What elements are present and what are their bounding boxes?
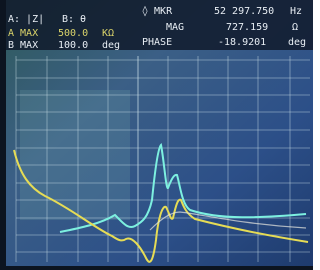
phase-label: PHASE [142,37,172,48]
screen-photo: A: |Z| B: θ A MAX 500.0 KΩ B MAX 100.0 d… [0,0,313,270]
marker-unit: Hz [290,6,302,17]
mag-unit: Ω [292,22,298,33]
phase-unit: deg [288,37,306,48]
marker-label: ◊ MKR [142,5,173,17]
b-max-unit: deg [102,40,120,51]
b-max-label: B MAX [8,40,38,51]
a-max-value: 500.0 [58,28,88,39]
b-max-value: 100.0 [58,40,88,51]
a-max-unit: KΩ [102,28,114,39]
a-max-label: A MAX [8,28,38,39]
trace-a-label: A: |Z| [8,14,44,25]
trace-b-label: B: θ [62,14,86,25]
mag-value: 727.159 [226,22,268,33]
mag-label: MAG [166,22,184,33]
marker-value: 52 297.750 [214,6,274,17]
glare [20,90,130,220]
phase-value: -18.9201 [218,37,266,48]
